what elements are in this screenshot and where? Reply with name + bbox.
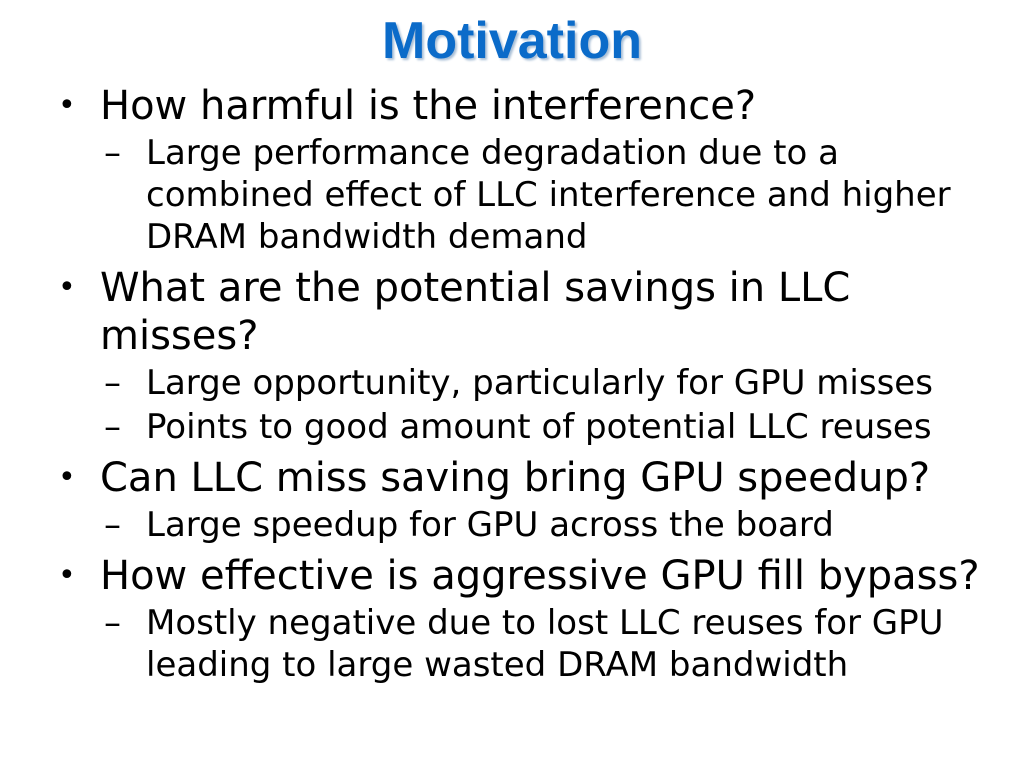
bullet-marker: • (58, 270, 76, 305)
bullet-fill-bypass: • How effective is aggressive GPU fill b… (58, 552, 998, 600)
bullet-marker: • (58, 88, 76, 123)
sub-bullet: – Large performance degradation due to a… (104, 132, 998, 258)
dash-marker: – (104, 603, 121, 643)
sub-list: – Mostly negative due to lost LLC reuses… (104, 602, 998, 686)
sub-bullet-text: Mostly negative due to lost LLC reuses f… (146, 603, 944, 685)
sub-list: – Large opportunity, particularly for GP… (104, 362, 998, 448)
dash-marker: – (104, 505, 121, 545)
dash-marker: – (104, 407, 121, 447)
bullet-gpu-speedup: • Can LLC miss saving bring GPU speedup? (58, 454, 998, 502)
sub-bullet: – Mostly negative due to lost LLC reuses… (104, 602, 998, 686)
sub-bullet-text: Large performance degradation due to a c… (146, 133, 951, 257)
sub-bullet-text: Large opportunity, particularly for GPU … (146, 363, 933, 403)
sub-bullet: – Large speedup for GPU across the board (104, 504, 998, 546)
dash-marker: – (104, 363, 121, 403)
sub-list: – Large speedup for GPU across the board (104, 504, 998, 546)
bullet-marker: • (58, 558, 76, 593)
sub-bullet: – Points to good amount of potential LLC… (104, 406, 998, 448)
slide-body: • How harmful is the interference? – Lar… (58, 82, 998, 688)
bullet-llc-savings: • What are the potential savings in LLC … (58, 264, 998, 360)
bullet-text: How effective is aggressive GPU fill byp… (100, 553, 980, 599)
sub-bullet-text: Large speedup for GPU across the board (146, 505, 834, 545)
bullet-marker: • (58, 460, 76, 495)
sub-list: – Large performance degradation due to a… (104, 132, 998, 258)
slide-title: Motivation (382, 12, 642, 70)
bullet-text: What are the potential savings in LLC mi… (100, 265, 851, 359)
sub-bullet: – Large opportunity, particularly for GP… (104, 362, 998, 404)
dash-marker: – (104, 133, 121, 173)
sub-bullet-text: Points to good amount of potential LLC r… (146, 407, 932, 447)
bullet-text: Can LLC miss saving bring GPU speedup? (100, 455, 931, 501)
bullet-interference-harm: • How harmful is the interference? (58, 82, 998, 130)
bullet-text: How harmful is the interference? (100, 83, 757, 129)
